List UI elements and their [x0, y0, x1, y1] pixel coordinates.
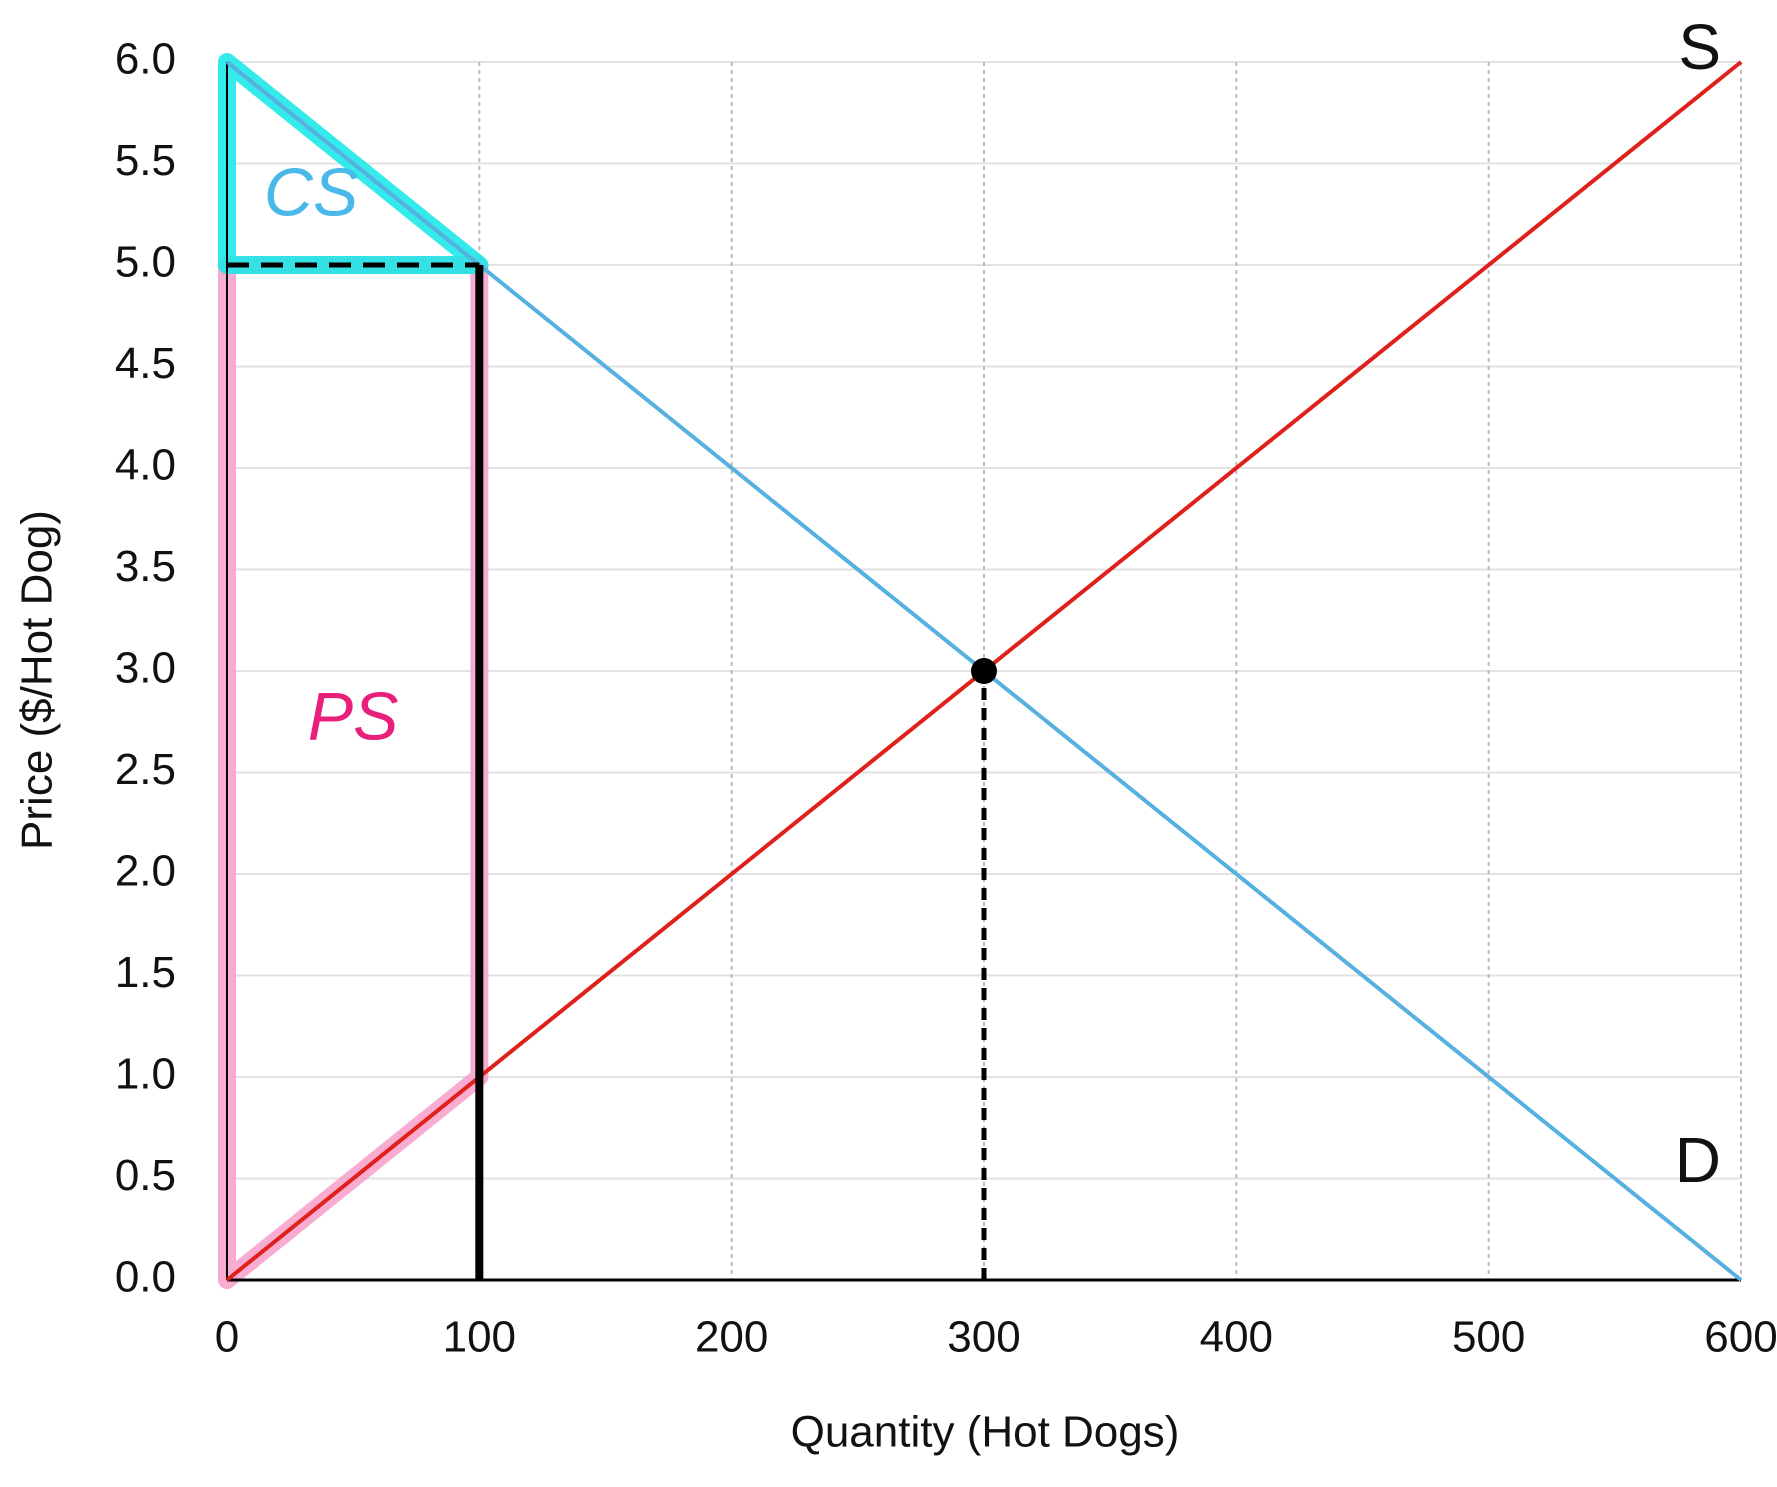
x-axis-label: Quantity (Hot Dogs): [791, 1408, 1180, 1457]
x-tick-label: 300: [947, 1313, 1020, 1362]
x-tick-label: 600: [1704, 1313, 1777, 1362]
x-tick-label: 200: [695, 1313, 768, 1362]
y-tick-label: 4.0: [115, 441, 176, 490]
y-tick-label: 0.5: [115, 1151, 176, 1200]
y-tick-label: 3.0: [115, 644, 176, 693]
y-tick-label: 2.0: [115, 847, 176, 896]
x-tick-label: 500: [1452, 1313, 1525, 1362]
x-tick-label: 100: [443, 1313, 516, 1362]
region-label: PS: [308, 679, 399, 755]
y-tick-label: 6.0: [115, 35, 176, 84]
y-axis-label: Price ($/Hot Dog): [13, 510, 62, 850]
y-tick-label: 5.0: [115, 238, 176, 287]
region-label: CS: [264, 154, 358, 230]
y-tick-label: 1.5: [115, 948, 176, 997]
y-tick-label: 2.5: [115, 745, 176, 794]
y-tick-label: 4.5: [115, 339, 176, 388]
equilibrium-point: [971, 658, 997, 684]
y-tick-label: 3.5: [115, 542, 176, 591]
series-label: D: [1675, 1124, 1721, 1196]
x-tick-label: 0: [215, 1313, 239, 1362]
y-tick-label: 1.0: [115, 1050, 176, 1099]
y-tick-label: 5.5: [115, 136, 176, 185]
series-label: S: [1678, 11, 1721, 83]
x-tick-label: 400: [1200, 1313, 1273, 1362]
y-tick-label: 0.0: [115, 1253, 176, 1302]
